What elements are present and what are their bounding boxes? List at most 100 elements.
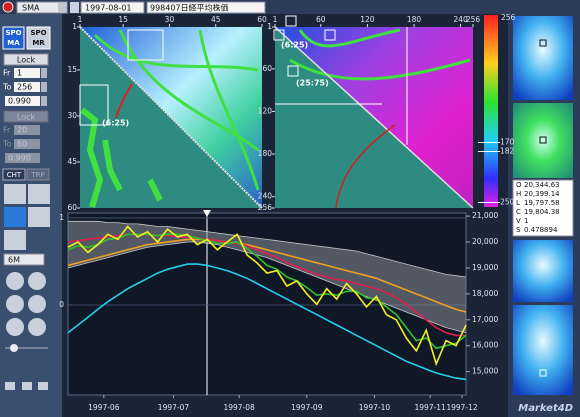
icon-button[interactable] [38, 382, 48, 390]
ohlc-key: O [516, 181, 522, 189]
ohlc-value: 19,804.38 [524, 208, 560, 216]
toolbar [0, 0, 580, 14]
x-tick-label: 45 [211, 15, 221, 24]
nav-button[interactable] [28, 318, 46, 336]
diagonal [79, 26, 263, 209]
colorbar-label: 182 [500, 147, 515, 156]
ohlc-box [512, 179, 574, 237]
selection-box [324, 29, 336, 41]
fr-input[interactable] [14, 125, 40, 135]
to-input[interactable] [14, 139, 40, 149]
slider-thumb[interactable] [10, 344, 18, 352]
field-label: To [2, 140, 12, 149]
x-tick-label: 240 [453, 15, 468, 24]
series-line [67, 225, 467, 367]
series-line [67, 238, 467, 313]
spinner[interactable] [41, 82, 47, 92]
date-cursor-head [203, 210, 211, 217]
icon-button[interactable] [5, 382, 15, 390]
spinner[interactable] [41, 68, 47, 78]
selection-box [79, 84, 109, 126]
y-tick-label: 30 [67, 111, 77, 120]
lock-button[interactable] [3, 53, 49, 66]
button-label: SPO [30, 29, 46, 37]
y-tick-label: 18,000 [472, 289, 498, 298]
symbol-field[interactable] [146, 1, 266, 14]
decay-input[interactable] [5, 96, 40, 106]
x-tick-label: 1997-06 [88, 403, 120, 412]
calendar-icon[interactable] [70, 2, 79, 13]
ohlc-value: 20,344.63 [524, 181, 560, 189]
x-tick-label: 1997-09 [291, 403, 323, 412]
ohlc-value: 0.478894 [524, 226, 558, 234]
y-tick-label: 180 [258, 149, 273, 158]
tool-button[interactable] [28, 207, 50, 227]
nav-button[interactable] [28, 272, 46, 290]
colorbar-label: 250 [500, 198, 515, 207]
y2-tick-label: 0 [59, 300, 64, 309]
field-label: Fr [3, 126, 11, 135]
series-line [67, 241, 467, 334]
lock-button-disabled[interactable] [3, 110, 49, 123]
x-tick-label: 1997-08 [223, 403, 255, 412]
y-tick-label: 45 [67, 157, 77, 166]
colorbar [484, 15, 498, 207]
tab-cht[interactable] [2, 168, 26, 181]
selection-box [287, 65, 299, 77]
series-line [67, 263, 467, 381]
y-tick-label: 1 [267, 22, 272, 31]
y2-tick-label: 1 [59, 213, 64, 222]
x-tick-label: 256 [466, 15, 481, 24]
y-tick-label: 20,000 [472, 237, 498, 246]
tool-button[interactable] [4, 230, 26, 250]
y-tick-label: 1 [72, 22, 77, 31]
nav-button[interactable] [6, 318, 24, 336]
series-line [68, 220, 467, 278]
nav-button[interactable] [6, 295, 24, 313]
tool-button[interactable] [4, 207, 26, 227]
y-tick-label: 60 [262, 64, 272, 73]
colorbar-label: 170 [500, 138, 515, 147]
button-label: MA [7, 39, 20, 47]
x-tick-label: 60 [257, 15, 267, 24]
indicator-text: SMA [22, 4, 40, 13]
marker-label: (6:25) [281, 41, 308, 50]
spo-ma-button[interactable] [2, 26, 25, 50]
nav-button[interactable] [6, 272, 24, 290]
icon-button[interactable] [22, 382, 32, 390]
to-input[interactable] [14, 82, 40, 92]
spo-mr-button[interactable] [26, 26, 51, 50]
spinner[interactable] [41, 96, 47, 106]
x-tick-label: 1997-10 [359, 403, 391, 412]
nav-button[interactable] [28, 295, 46, 313]
ohlc-value: 19,797.58 [524, 199, 560, 207]
decay-input[interactable] [5, 153, 40, 163]
tool-button[interactable] [28, 184, 50, 204]
selection-box [127, 29, 164, 61]
lock-label: Lock [17, 56, 36, 65]
thumbnail [513, 16, 573, 100]
selection-box [273, 29, 285, 41]
tool-button[interactable] [4, 184, 26, 204]
period-select[interactable] [3, 253, 45, 266]
tab-trp[interactable] [26, 168, 50, 181]
thumb-marker [539, 369, 547, 377]
decay-value: 0.990 [8, 154, 31, 163]
y-tick-label: 21,000 [472, 211, 498, 220]
record-button[interactable] [2, 1, 14, 13]
ohlc-key: C [516, 208, 521, 216]
selection-box [285, 15, 297, 27]
x-tick-label: 1997-07 [158, 403, 190, 412]
x-tick-label: 180 [407, 15, 422, 24]
fr-input[interactable] [14, 68, 40, 78]
heatmap-pattern [289, 28, 471, 81]
indicator-select[interactable] [16, 1, 68, 14]
date-field[interactable] [80, 1, 145, 14]
colorbar-label: 256 [501, 13, 516, 22]
period-text: 6M [8, 256, 20, 265]
ohlc-rows: O 20,344.63H 20,399.14 L 19,797.58C 19,804.38… [516, 181, 560, 234]
ohlc-value: 1 [524, 217, 528, 225]
marker-label: (25:75) [296, 79, 329, 88]
dropdown-arrow[interactable] [58, 3, 66, 12]
thumbnail [513, 305, 573, 395]
